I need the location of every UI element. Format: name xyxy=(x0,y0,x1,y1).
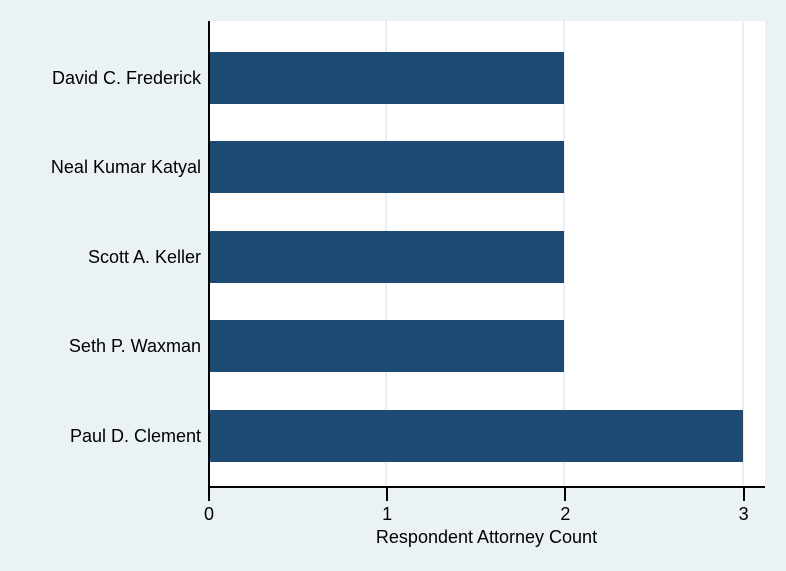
bar xyxy=(210,230,565,283)
x-tick-label-2: 2 xyxy=(560,504,571,524)
x-axis-title: Respondent Attorney Count xyxy=(375,527,598,547)
category-label: Paul D. Clement xyxy=(69,425,201,446)
bar xyxy=(210,52,565,104)
bar xyxy=(210,141,565,194)
x-tick-mark-2 xyxy=(564,488,567,501)
plot-area xyxy=(208,21,765,488)
x-tick-label-0: 0 xyxy=(203,504,214,524)
gridline-x-3 xyxy=(741,21,744,486)
x-tick-mark-3 xyxy=(742,488,745,501)
category-label: David C. Frederick xyxy=(51,68,201,88)
category-label: Scott A. Keller xyxy=(87,246,201,267)
x-tick-mark-1 xyxy=(386,488,389,501)
x-tick-label-1: 1 xyxy=(382,504,393,524)
x-tick-mark-0 xyxy=(208,488,210,501)
category-label: Neal Kumar Katyal xyxy=(50,157,201,178)
bar xyxy=(210,320,565,373)
bar xyxy=(210,409,743,462)
category-label: Seth P. Waxman xyxy=(68,336,201,357)
gridline-x-2 xyxy=(563,21,566,486)
x-tick-label-3: 3 xyxy=(738,504,749,524)
